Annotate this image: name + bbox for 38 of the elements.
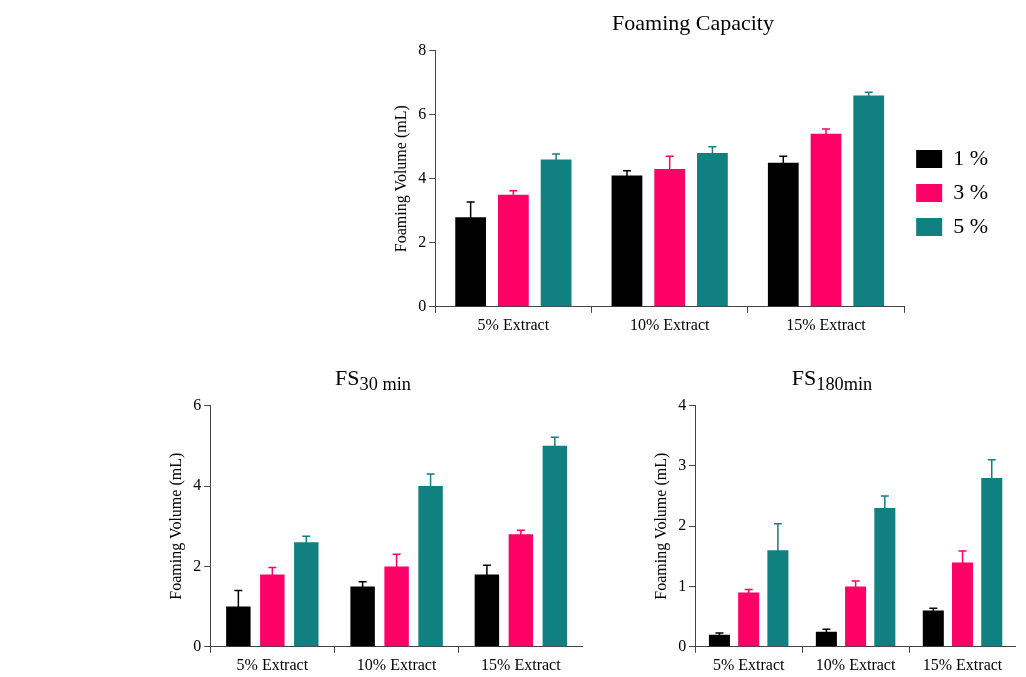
y-tick-label: 4 <box>418 168 427 186</box>
x-tick-label: 5% Extract <box>712 655 785 673</box>
y-axis-title: Foaming Volume (mL) <box>651 452 670 600</box>
legend-label: 3 % <box>953 178 988 204</box>
bar <box>738 592 760 647</box>
legend-label: 5 % <box>953 212 988 238</box>
legend-label: 1 % <box>953 144 988 170</box>
y-tick-label: 2 <box>418 232 427 250</box>
y-tick-label: 0 <box>678 637 687 654</box>
y-tick-label: 2 <box>193 556 202 574</box>
y-tick-label: 8 <box>418 40 427 58</box>
y-tick-label: 0 <box>418 297 427 314</box>
x-tick-label: 5% Extract <box>477 315 550 333</box>
x-tick-label: 10% Extract <box>629 315 710 333</box>
bar <box>497 194 529 307</box>
y-tick-label: 4 <box>193 476 202 494</box>
x-tick-label: 10% Extract <box>815 655 896 673</box>
chart-title: Foaming Capacity <box>611 9 775 37</box>
bar <box>815 631 837 647</box>
bar <box>922 610 944 647</box>
y-tick-label: 3 <box>678 456 687 474</box>
y-tick-label: 6 <box>418 104 427 122</box>
bar <box>708 634 730 647</box>
y-tick-label: 6 <box>193 395 202 413</box>
chart-title: FS$_{30 min}$ <box>334 364 412 395</box>
chart-title: FS$_{180min}$ <box>790 364 874 395</box>
y-axis-title: Foaming Volume (mL) <box>391 105 410 253</box>
x-tick-label: 15% Extract <box>922 655 1003 673</box>
x-tick-label: 5% Extract <box>236 655 309 673</box>
y-axis-title: Foaming Volume (mL) <box>166 452 185 600</box>
y-tick-label: 1 <box>678 576 687 594</box>
bar <box>853 95 885 307</box>
y-tick-label: 4 <box>678 395 687 413</box>
x-tick-label: 15% Extract <box>481 655 562 673</box>
x-tick-label: 10% Extract <box>356 655 437 673</box>
y-tick-label: 0 <box>193 637 202 654</box>
x-tick-label: 15% Extract <box>786 315 867 333</box>
y-tick-label: 2 <box>678 516 687 534</box>
